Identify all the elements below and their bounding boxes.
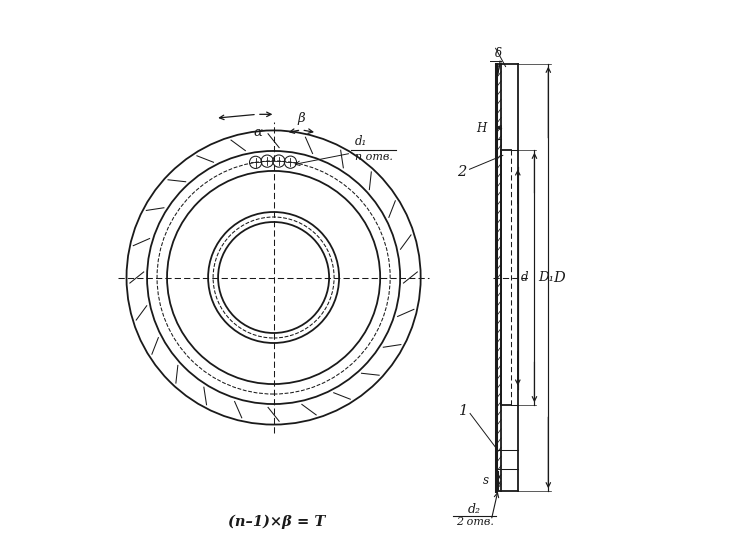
Text: 2 отв.: 2 отв. — [456, 517, 494, 527]
Text: (n–1)×β = T: (n–1)×β = T — [228, 514, 325, 529]
Text: D: D — [553, 270, 565, 285]
Text: δ: δ — [495, 47, 503, 60]
Text: d₁: d₁ — [355, 135, 368, 148]
Text: D₁: D₁ — [538, 271, 554, 284]
Text: d: d — [521, 271, 528, 284]
Text: s: s — [483, 473, 489, 487]
Text: n отв.: n отв. — [355, 152, 393, 162]
Text: 2: 2 — [456, 165, 466, 179]
Text: 1: 1 — [459, 403, 468, 418]
Text: d₂: d₂ — [468, 503, 481, 516]
Text: β: β — [297, 113, 306, 125]
Text: H: H — [476, 122, 486, 135]
Text: α: α — [253, 126, 262, 139]
